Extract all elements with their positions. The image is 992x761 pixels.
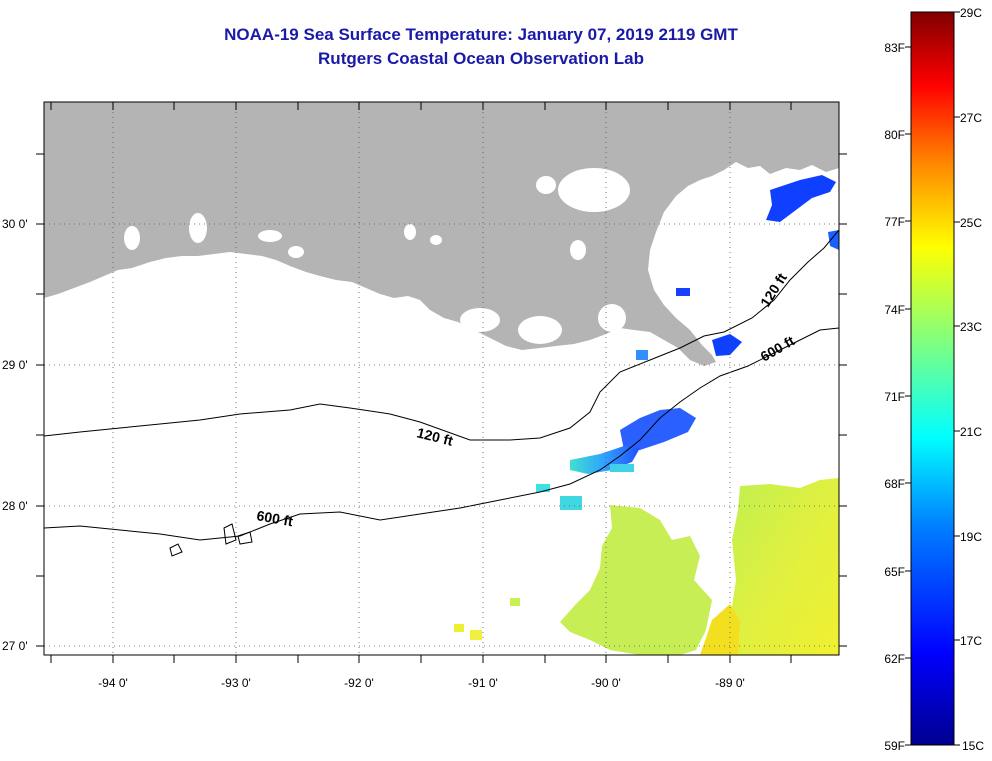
longitude-labels: -94 0' -93 0' -92 0' -91 0' -90 0' -89 0…: [98, 676, 745, 690]
inland-water: [124, 168, 792, 344]
lat-label: 27 0': [2, 639, 28, 653]
cold-water-patches: [620, 175, 839, 450]
celsius-labels: 29C 27C 25C 23C 21C 19C 17C 15C: [960, 6, 984, 753]
contour-islands: [169, 523, 253, 557]
warm-water-patches: [454, 478, 839, 655]
cool-water-patches: [536, 446, 640, 510]
fahrenheit-label: 83F: [884, 41, 905, 55]
land-mass: [44, 102, 839, 366]
celsius-label: 15C: [962, 739, 984, 753]
lon-label: -94 0': [98, 676, 128, 690]
fahrenheit-labels: 83F 80F 77F 74F 71F 68F 65F 62F 59F: [884, 41, 905, 753]
graticule: [44, 102, 839, 655]
bathymetry-contours: [44, 229, 839, 557]
celsius-label: 25C: [960, 216, 982, 230]
map-plot-area: 120 ft 600 ft 120 ft 600 ft: [44, 102, 839, 655]
fahrenheit-label: 65F: [884, 565, 905, 579]
lat-label: 28 0': [2, 499, 28, 513]
celsius-label: 21C: [960, 425, 982, 439]
celsius-label: 17C: [960, 634, 982, 648]
contour-label-600ft: 600 ft: [255, 507, 294, 529]
fahrenheit-label: 68F: [884, 477, 905, 491]
latitude-labels: 30 0' 29 0' 28 0' 27 0': [2, 217, 28, 653]
lat-label: 30 0': [2, 217, 28, 231]
lon-label: -91 0': [468, 676, 498, 690]
map-title: NOAA-19 Sea Surface Temperature: January…: [224, 25, 738, 44]
lon-label: -92 0': [344, 676, 374, 690]
celsius-label: 19C: [960, 530, 982, 544]
contour-120ft: [44, 229, 839, 441]
map-subtitle: Rutgers Coastal Ocean Observation Lab: [318, 49, 644, 68]
fahrenheit-label: 77F: [884, 215, 905, 229]
lon-label: -90 0': [591, 676, 621, 690]
temperature-colorbar: 29C 27C 25C 23C 21C 19C 17C 15C 83F 80F …: [884, 6, 984, 753]
fahrenheit-label: 62F: [884, 652, 905, 666]
lat-label: 29 0': [2, 358, 28, 372]
celsius-label: 27C: [960, 111, 982, 125]
fahrenheit-label: 80F: [884, 128, 905, 142]
contour-600ft: [44, 327, 839, 541]
lon-label: -89 0': [715, 676, 745, 690]
lon-label: -93 0': [221, 676, 251, 690]
celsius-label: 23C: [960, 320, 982, 334]
colorbar-gradient: [910, 11, 955, 746]
fahrenheit-label: 71F: [884, 390, 905, 404]
celsius-label: 29C: [960, 6, 982, 20]
map-frame: [36, 101, 847, 663]
fahrenheit-label: 74F: [884, 303, 905, 317]
fahrenheit-label: 59F: [884, 739, 905, 753]
